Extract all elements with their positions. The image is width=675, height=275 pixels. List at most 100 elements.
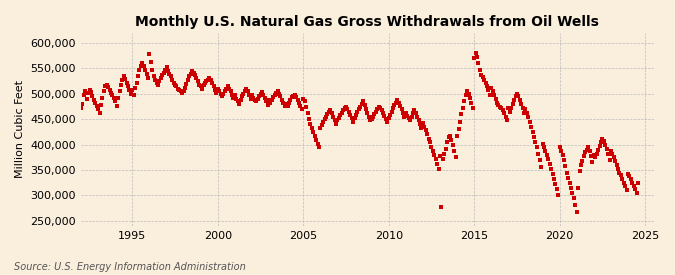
Point (224, 87, 235, 91)
Point (490, 97, 501, 101)
Point (331, 122, 342, 127)
Point (558, 158, 569, 162)
Point (618, 180, 629, 185)
Point (332, 118, 343, 122)
Point (200, 81, 211, 85)
Point (479, 78, 489, 82)
Point (368, 114, 379, 119)
Point (500, 114, 511, 119)
Point (282, 104, 293, 108)
Point (171, 84, 182, 89)
Point (431, 157, 441, 161)
Point (553, 193, 564, 198)
Point (390, 100, 401, 105)
Point (118, 74, 129, 78)
Point (403, 116, 414, 120)
Point (217, 94, 227, 98)
Point (228, 96, 239, 100)
Point (399, 114, 410, 119)
Text: Source: U.S. Energy Information Administration: Source: U.S. Energy Information Administ… (14, 262, 245, 272)
Point (440, 147, 451, 151)
Point (413, 118, 424, 122)
Point (605, 148, 616, 153)
Point (141, 72, 152, 76)
Point (620, 184, 630, 188)
Point (83, 91, 94, 95)
Point (412, 114, 423, 119)
Point (165, 74, 176, 78)
Point (338, 108, 348, 112)
Point (597, 136, 608, 141)
Point (379, 114, 390, 119)
Point (518, 111, 529, 115)
Point (520, 107, 531, 111)
Point (604, 158, 615, 162)
Point (213, 87, 223, 91)
Point (402, 114, 412, 119)
Point (198, 82, 209, 87)
Point (310, 138, 321, 142)
Point (427, 148, 438, 153)
Point (180, 86, 190, 90)
Point (254, 94, 265, 99)
Point (104, 88, 115, 92)
Point (153, 82, 163, 87)
Point (589, 153, 599, 157)
Point (192, 79, 203, 83)
Point (419, 125, 430, 129)
Point (230, 93, 240, 97)
Point (309, 133, 320, 138)
Point (406, 114, 417, 119)
Point (601, 147, 612, 151)
Point (590, 155, 601, 160)
Point (97, 96, 108, 100)
Point (127, 88, 138, 92)
Point (482, 84, 493, 89)
Point (613, 167, 624, 171)
Point (288, 94, 299, 98)
Point (392, 98, 403, 103)
Point (567, 191, 578, 195)
Point (364, 118, 375, 122)
Point (190, 72, 200, 77)
Point (382, 120, 393, 124)
Point (459, 99, 470, 104)
Point (315, 126, 326, 131)
Point (463, 92, 474, 96)
Point (295, 104, 306, 108)
Point (150, 78, 161, 82)
Point (375, 106, 385, 110)
Point (568, 196, 579, 200)
Point (255, 92, 266, 96)
Point (202, 78, 213, 82)
Point (161, 65, 172, 70)
Point (234, 102, 244, 106)
Point (400, 111, 411, 116)
Point (333, 116, 344, 120)
Point (523, 114, 534, 119)
Point (526, 125, 537, 129)
Point (617, 177, 628, 182)
Point (298, 97, 308, 101)
Point (91, 104, 102, 108)
Point (186, 72, 196, 76)
Point (339, 106, 350, 110)
Point (571, 210, 582, 214)
Point (362, 111, 373, 116)
Point (564, 180, 575, 185)
Point (144, 52, 155, 56)
Point (450, 155, 461, 160)
Point (158, 70, 169, 75)
Point (367, 117, 377, 122)
Point (472, 55, 483, 59)
Point (299, 99, 310, 104)
Point (177, 91, 188, 95)
Point (329, 118, 340, 122)
Point (580, 150, 591, 155)
Point (128, 93, 139, 97)
Point (227, 93, 238, 97)
Point (319, 117, 330, 122)
Point (371, 109, 381, 114)
Point (132, 74, 143, 78)
Point (509, 98, 520, 102)
